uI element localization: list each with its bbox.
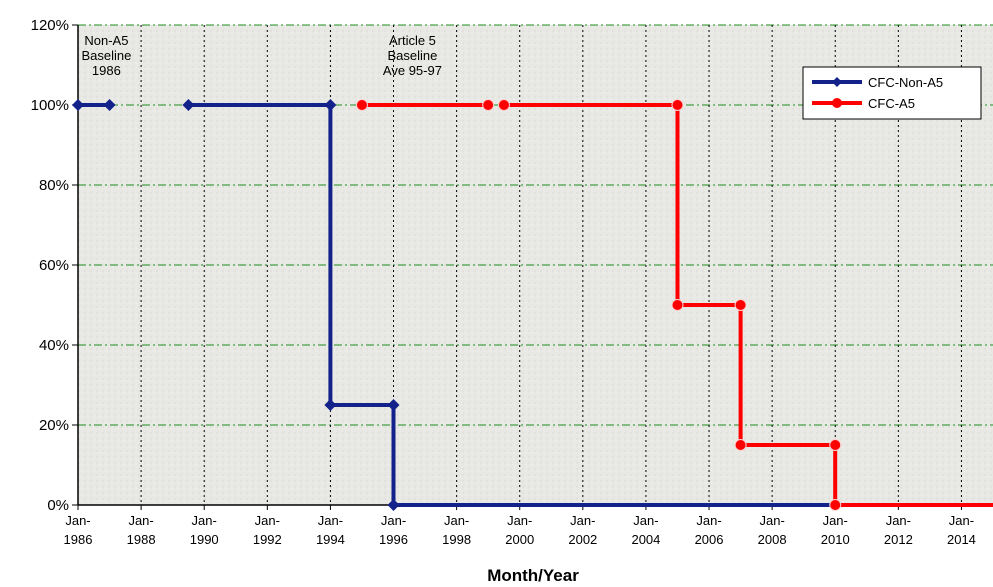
data-point-marker — [482, 99, 495, 111]
series-cfc-non-a5 — [72, 99, 836, 511]
x-tick-label-year: 1998 — [442, 532, 471, 547]
series-cfc-a5 — [355, 99, 993, 511]
x-tick-label-year: 2010 — [821, 532, 850, 547]
annotation-text: Article 5 — [389, 33, 436, 48]
annotation-text: Non-A5 — [84, 33, 128, 48]
y-tick-label: 20% — [39, 417, 69, 434]
x-tick-label-year: 2014 — [947, 532, 976, 547]
data-point-marker — [103, 99, 116, 111]
x-tick-label-prefix: Jan- — [65, 513, 90, 528]
x-tick-label-year: 2000 — [505, 532, 534, 547]
axes: 0% 20% 40% 60% 80% 100% 120% Jan- 1986 Jan- 1988 Ja… — [31, 17, 993, 547]
annotation-text: Ave 95-97 — [383, 63, 442, 78]
series-layer — [72, 99, 993, 511]
x-axis-title: Month/Year — [487, 566, 579, 585]
x-tick-label-year: 2006 — [695, 532, 724, 547]
legend-marker — [832, 98, 842, 108]
x-tick-label-prefix: Jan- — [192, 513, 217, 528]
x-tick-label-year: 1996 — [379, 532, 408, 547]
series-line — [503, 103, 993, 507]
data-point-marker — [387, 399, 400, 411]
data-point-marker — [324, 99, 337, 111]
annotation-text: Baseline — [81, 48, 131, 63]
x-tick-label-year: 1986 — [64, 532, 93, 547]
legend-box — [802, 66, 982, 120]
data-point-marker — [72, 99, 84, 111]
data-point-marker — [829, 499, 842, 511]
y-tick-label: 120% — [31, 17, 69, 34]
x-tick-label-prefix: Jan- — [507, 513, 532, 528]
legend-label: CFC-Non-A5 — [868, 75, 943, 90]
data-point-marker — [829, 439, 842, 451]
x-tick-label-year: 1988 — [127, 532, 156, 547]
x-tick-label-prefix: Jan- — [696, 513, 721, 528]
x-tick-label-prefix: Jan- — [633, 513, 658, 528]
y-tick-label: 100% — [31, 97, 69, 114]
x-tick-label-prefix: Jan- — [759, 513, 784, 528]
legend-marker — [832, 77, 842, 87]
x-tick-label-prefix: Jan- — [570, 513, 595, 528]
y-tick-label: 40% — [39, 337, 69, 354]
series-line — [188, 103, 836, 507]
x-tick-label-prefix: Jan- — [318, 513, 343, 528]
x-tick-label-prefix: Jan- — [128, 513, 153, 528]
data-point-marker — [324, 399, 337, 411]
annotation-text: Baseline — [388, 48, 438, 63]
y-tick-label: 0% — [47, 497, 69, 514]
x-tick-label-year: 2004 — [631, 532, 660, 547]
legend: CFC-Non-A5 CFC-A5 — [802, 66, 982, 120]
data-point-marker — [497, 99, 510, 111]
x-tick-label-year: 2002 — [568, 532, 597, 547]
data-point-marker — [182, 99, 195, 111]
y-tick-label: 80% — [39, 177, 69, 194]
x-tick-label-prefix: Jan- — [886, 513, 911, 528]
x-tick-label-year: 1992 — [253, 532, 282, 547]
annotation-text: 1986 — [92, 63, 121, 78]
data-point-marker — [355, 99, 368, 111]
x-tick-label-year: 2012 — [884, 532, 913, 547]
data-point-marker — [387, 499, 400, 511]
x-tick-label-year: 1990 — [190, 532, 219, 547]
data-point-marker — [734, 299, 747, 311]
x-tick-label-year: 1994 — [316, 532, 345, 547]
x-tick-label-prefix: Jan- — [255, 513, 280, 528]
x-tick-label-prefix: Jan- — [823, 513, 848, 528]
x-tick-label-prefix: Jan- — [949, 513, 974, 528]
data-point-marker — [671, 99, 684, 111]
x-tick-label-year: 2008 — [758, 532, 787, 547]
data-point-marker — [671, 299, 684, 311]
data-point-marker — [734, 439, 747, 451]
legend-label: CFC-A5 — [868, 96, 915, 111]
x-tick-label-prefix: Jan- — [381, 513, 406, 528]
x-tick-label-prefix: Jan- — [444, 513, 469, 528]
y-tick-label: 60% — [39, 257, 69, 274]
